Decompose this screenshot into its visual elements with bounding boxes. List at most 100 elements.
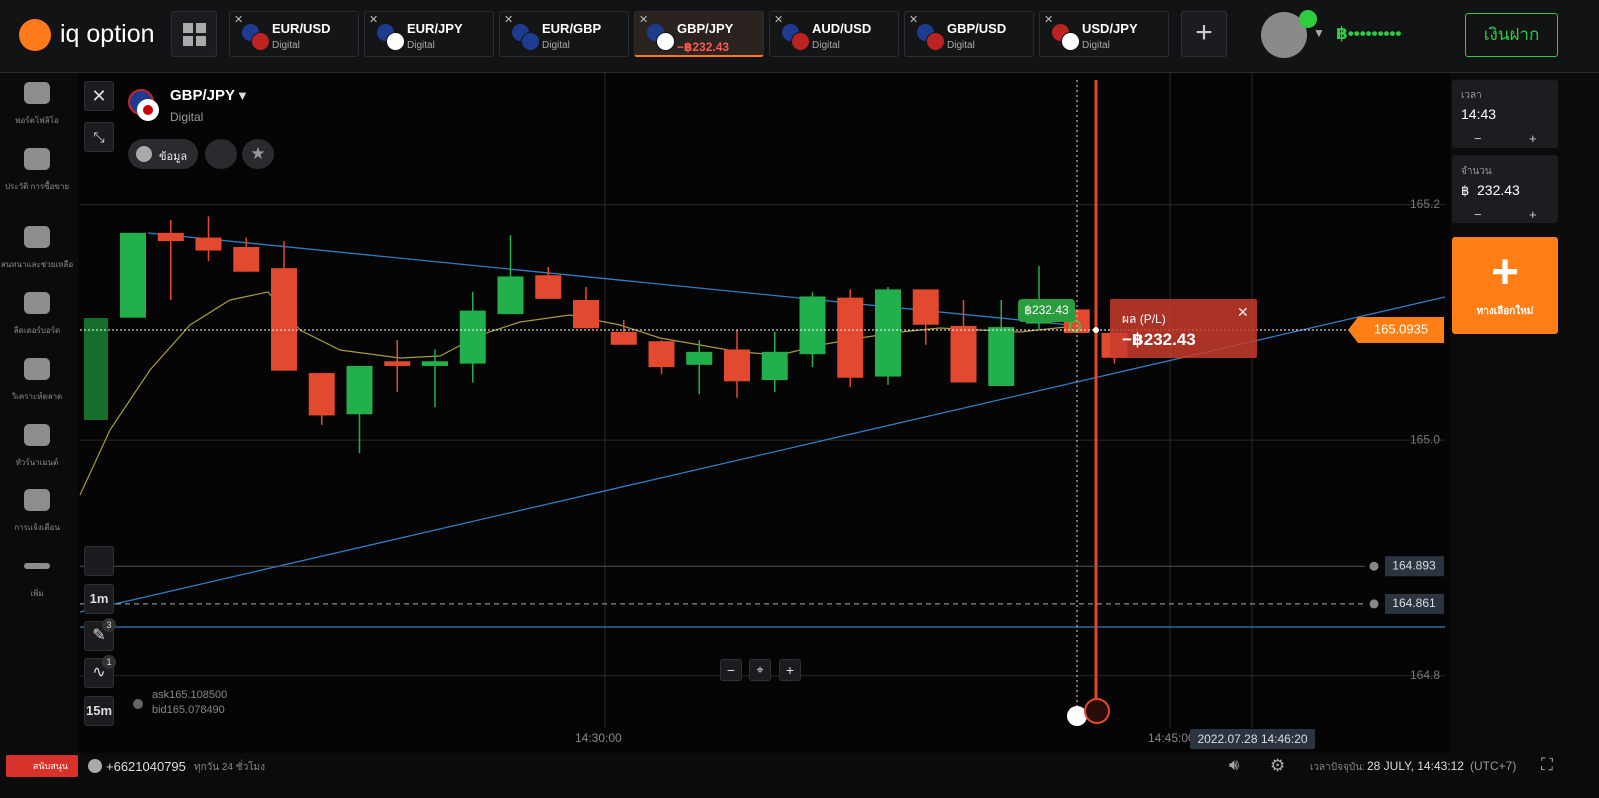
sidebar-icon[interactable] — [24, 148, 50, 170]
candle-body — [497, 276, 524, 315]
grid-menu-button[interactable] — [171, 11, 217, 57]
sidebar-label[interactable]: วิเคราะห์ตลาด — [11, 392, 63, 401]
sidebar-label[interactable]: ทัวร์นาเมนต์ — [15, 458, 59, 467]
amount-value: 232.43 — [1477, 182, 1520, 198]
dropdown-arrow[interactable]: ▼ — [1313, 26, 1325, 40]
candle-body — [648, 341, 675, 368]
tab-close[interactable]: ✕ — [369, 14, 379, 26]
purchase-marker — [1067, 706, 1087, 726]
sidebar-icon[interactable] — [24, 226, 50, 248]
info-label: ข้อมูล — [159, 151, 188, 163]
tab-pair: GBP/JPY — [677, 21, 734, 36]
support-button[interactable]: สนับสนุน — [6, 755, 78, 777]
time-box[interactable]: เวลา 14:43 − + — [1452, 80, 1558, 148]
time-minus[interactable]: − — [1474, 131, 1482, 146]
drawings-button[interactable]: ✎ — [84, 621, 114, 651]
bid-price: bid165.078490 — [152, 704, 225, 716]
amount-box[interactable]: จำนวน ฿ 232.43 − + — [1452, 155, 1558, 223]
new-option-button[interactable]: + ทางเลือกใหม่ — [1452, 237, 1558, 334]
timeframe-button[interactable]: 1m — [84, 584, 114, 614]
asset-tab[interactable]: ✕ USD/JPY Digital — [1039, 11, 1169, 57]
shrink-button[interactable]: ⤡ — [84, 122, 114, 152]
alert-tag — [1385, 593, 1444, 614]
sidebar-icon[interactable] — [24, 563, 50, 569]
zoom-in-button[interactable]: + — [779, 659, 801, 681]
zoom-out-button[interactable]: − — [720, 659, 742, 681]
sidebar-icon[interactable] — [24, 358, 50, 380]
amount-plus[interactable]: + — [1529, 207, 1537, 222]
flag — [791, 32, 810, 51]
candle-body — [837, 297, 864, 378]
tab-close[interactable]: ✕ — [1044, 14, 1054, 26]
flag — [521, 32, 540, 51]
x-tick-label: 14:30:00 — [575, 731, 622, 745]
sidebar-icon[interactable] — [24, 489, 50, 511]
sidebar-label[interactable]: พอร์ตโฟลิโอ — [15, 116, 59, 125]
investment-label[interactable]: ฿232.43 — [1018, 299, 1075, 322]
tab-pair: USD/JPY — [1082, 21, 1138, 36]
asset-tab[interactable]: ✕ AUD/USD Digital — [769, 11, 899, 57]
sidebar-label[interactable]: การแจ้งเตือน — [14, 523, 60, 532]
flag — [1061, 32, 1080, 51]
tab-sub: Digital — [947, 40, 975, 51]
candles — [120, 216, 1128, 454]
asset-tab[interactable]: ✕ GBP/JPY −฿232.43 — [634, 11, 764, 57]
sidebar-label[interactable]: ประวัติ การซื้อขาย — [4, 182, 70, 191]
partial-candle — [84, 318, 108, 420]
recenter-button[interactable]: ⌖ — [749, 659, 771, 681]
sound-button[interactable]: 🔊︎ — [1229, 757, 1240, 774]
fullscreen-button[interactable]: ⛶ — [1541, 755, 1553, 774]
candle-body — [157, 232, 184, 242]
help-icon[interactable] — [133, 699, 143, 709]
drawings-badge: 3 — [102, 618, 116, 632]
close-chart-button[interactable]: ✕ — [84, 81, 114, 111]
asset-name[interactable]: GBP/JPY — [170, 87, 236, 104]
tab-close[interactable]: ✕ — [504, 14, 514, 26]
balance[interactable]: ฿••••••••• — [1336, 24, 1402, 43]
chart-type-button[interactable] — [84, 546, 114, 576]
sidebar-icon[interactable] — [24, 82, 50, 104]
asset-dropdown[interactable]: ▼ — [236, 88, 249, 103]
y-tick-label: 165.2 — [1410, 197, 1440, 211]
amount-minus[interactable]: − — [1474, 207, 1482, 222]
sidebar-icon[interactable] — [24, 424, 50, 446]
add-tab-button[interactable]: + — [1181, 11, 1227, 57]
flag — [656, 32, 675, 51]
tab-close[interactable]: ✕ — [909, 14, 919, 26]
tab-close[interactable]: ✕ — [234, 14, 244, 26]
asset-tab[interactable]: ✕ GBP/USD Digital — [904, 11, 1034, 57]
y-tick-label: 164.8 — [1410, 668, 1440, 682]
deposit-button[interactable]: เงินฝาก — [1465, 13, 1558, 57]
plus-icon: + — [1490, 246, 1520, 299]
asset-tab[interactable]: ✕ EUR/GBP Digital — [499, 11, 629, 57]
tab-close[interactable]: ✕ — [774, 14, 784, 26]
info-button[interactable]: ข้อมูล — [128, 139, 198, 169]
time-label: เวลา — [1461, 90, 1482, 101]
flag-jp — [137, 99, 159, 121]
period-button[interactable]: 15m — [84, 696, 114, 726]
flag — [251, 32, 270, 51]
phone: +6621040795 — [106, 759, 186, 774]
sidebar-label[interactable]: สนทนาและช่วยเหลือ — [0, 260, 74, 269]
sidebar-label[interactable]: ลีดเดอร์บอร์ด — [13, 326, 61, 335]
time-plus[interactable]: + — [1529, 131, 1537, 146]
candle-body — [346, 365, 373, 415]
current-price-tag — [1348, 317, 1444, 344]
pl-close[interactable]: ✕ — [1237, 304, 1249, 320]
sidebar-icon[interactable] — [24, 292, 50, 314]
sidebar-label[interactable]: เพิ่ม — [30, 589, 44, 598]
settings-button[interactable]: ⚙ — [1270, 756, 1286, 775]
candle-body — [233, 246, 260, 272]
alert-button[interactable] — [205, 139, 237, 169]
tab-close[interactable]: ✕ — [639, 14, 649, 26]
tab-pair: EUR/JPY — [407, 21, 463, 36]
favorite-button[interactable]: ★ — [242, 139, 274, 169]
asset-tab[interactable]: ✕ EUR/JPY Digital — [364, 11, 494, 57]
asset-tab[interactable]: ✕ EUR/USD Digital — [229, 11, 359, 57]
alert-label: 164.861 — [1392, 596, 1436, 610]
logo-icon — [19, 19, 51, 51]
levels: 165.0935 164.893 164.861 — [80, 317, 1444, 614]
